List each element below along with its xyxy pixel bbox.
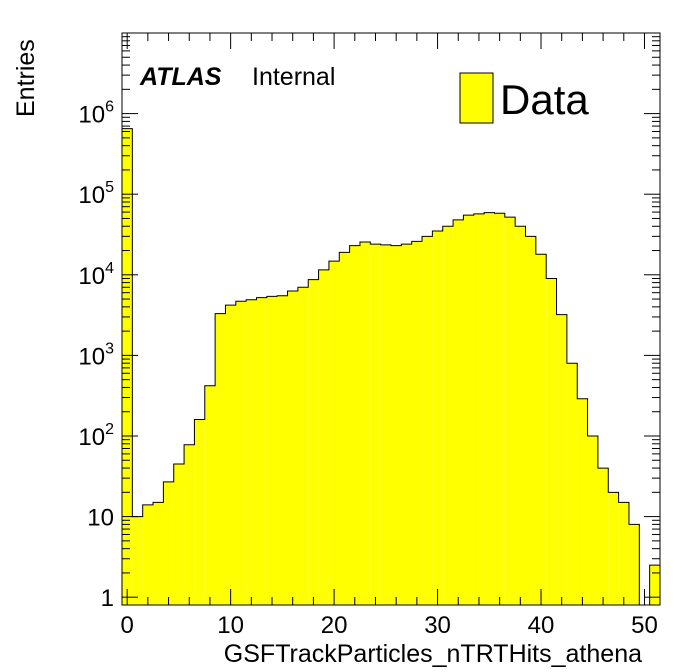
histogram-bar: [277, 295, 288, 605]
histogram-bar: [442, 226, 454, 605]
x-tick-label: 0: [120, 612, 133, 639]
histogram-bar: [649, 565, 660, 605]
histogram-bar: [153, 502, 164, 605]
x-axis-label: GSFTrackParticles_nTRTHits_athena: [224, 640, 642, 668]
x-tick-label: 20: [321, 612, 348, 639]
histogram-bar: [587, 435, 598, 605]
y-axis-label: Entries: [12, 39, 40, 117]
histogram-bar: [204, 385, 216, 605]
histogram-bar: [246, 299, 257, 605]
histogram-bar: [556, 314, 567, 605]
histogram-bar: [349, 245, 360, 605]
histogram-bar: [504, 217, 516, 605]
histogram-bar: [391, 245, 402, 605]
y-tick-label: 103: [78, 340, 114, 370]
y-tick-label: 102: [78, 421, 114, 451]
histogram-outline: [121, 128, 661, 606]
histogram-bar: [215, 313, 226, 605]
histogram-bar: [515, 226, 526, 605]
y-tick-label: 106: [78, 99, 114, 129]
histogram-bar: [453, 219, 464, 606]
histogram-bar: [628, 524, 640, 605]
histogram-bar: [525, 236, 536, 605]
histogram-bar: [618, 502, 629, 605]
x-tick-label: 10: [217, 612, 244, 639]
histogram-bar: [566, 363, 578, 605]
histogram-bar: [235, 301, 247, 605]
legend-label: Data: [500, 76, 589, 123]
tick-labels: 0 10 20 30 40 50 1 10 102 103 104 105 106: [78, 99, 657, 639]
histogram-bar: [122, 128, 133, 605]
histogram-bar: [339, 252, 350, 606]
histogram-bar: [546, 278, 557, 605]
y-tick-label: 104: [78, 260, 114, 290]
histogram-bar: [132, 516, 143, 605]
histogram-bar: [173, 463, 185, 605]
y-tick-label: 1: [101, 585, 114, 612]
histogram-bar: [577, 398, 588, 605]
axis-ticks: [122, 32, 660, 605]
histogram-bar: [163, 481, 174, 605]
histogram-bar: [194, 419, 205, 605]
x-tick-label: 30: [424, 612, 451, 639]
histogram-bar: [597, 468, 609, 605]
histogram-bar: [225, 305, 236, 605]
plot-frame: [121, 32, 661, 606]
histogram-bar: [308, 279, 319, 605]
histogram-bar: [328, 261, 340, 605]
histogram-bar: [297, 287, 309, 605]
histogram-bar: [184, 444, 195, 605]
histogram-bar: [473, 213, 485, 605]
y-tick-label: 105: [78, 179, 114, 209]
histogram-bar: [256, 297, 267, 605]
legend-swatch: [459, 72, 494, 124]
x-tick-label: 50: [631, 612, 658, 639]
atlas-label: ATLAS: [139, 63, 222, 91]
histogram-bar: [535, 254, 547, 605]
histogram-bar: [608, 492, 619, 605]
histogram-bars: [121, 128, 661, 606]
histogram-bar: [494, 213, 505, 605]
histogram-bar: [463, 215, 474, 605]
histogram-bar: [432, 230, 443, 605]
histogram-bar: [359, 242, 371, 605]
y-tick-label: 10: [87, 505, 114, 532]
histogram-bar: [411, 241, 423, 605]
histogram-bar: [287, 290, 298, 605]
histogram-bar: [142, 504, 154, 605]
histogram-bar: [318, 269, 329, 605]
x-tick-label: 40: [528, 612, 555, 639]
histogram-bar: [484, 212, 495, 605]
atlas-internal-label: Internal: [252, 63, 335, 91]
histogram-bar: [370, 244, 381, 605]
histogram-bar: [380, 244, 391, 605]
histogram-bar: [266, 296, 278, 605]
histogram-bar: [401, 244, 412, 605]
histogram-bar: [422, 236, 433, 605]
